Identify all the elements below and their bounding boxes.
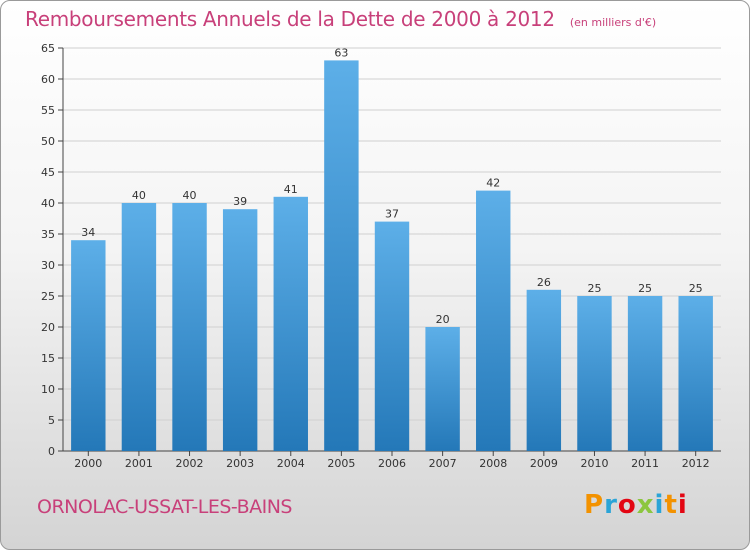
bar — [425, 327, 460, 451]
chart-title: Remboursements Annuels de la Dette de 20… — [25, 7, 555, 31]
bar-value-label: 25 — [689, 282, 703, 295]
x-tick-label: 2003 — [226, 457, 254, 470]
bar — [71, 240, 106, 451]
y-tick-label: 30 — [41, 259, 55, 272]
y-tick-label: 5 — [48, 414, 55, 427]
bar-value-label: 37 — [385, 208, 399, 221]
title-row: Remboursements Annuels de la Dette de 20… — [25, 7, 656, 31]
bar-value-label: 41 — [284, 183, 298, 196]
logo-letter: P — [584, 490, 605, 520]
y-tick-label: 65 — [41, 42, 55, 55]
y-tick-label: 15 — [41, 352, 55, 365]
logo-letter: t — [664, 490, 678, 520]
bar-value-label: 26 — [537, 276, 551, 289]
bar-value-label: 63 — [334, 46, 348, 59]
bar — [678, 296, 713, 451]
logo-letter: x — [636, 490, 655, 520]
commune-name: ORNOLAC-USSAT-LES-BAINS — [37, 496, 293, 518]
bar-value-label: 25 — [638, 282, 652, 295]
x-tick-label: 2010 — [580, 457, 608, 470]
x-tick-label: 2011 — [631, 457, 659, 470]
x-tick-label: 2006 — [378, 457, 406, 470]
bar-value-label: 34 — [81, 226, 95, 239]
bar — [577, 296, 612, 451]
bar-value-label: 25 — [587, 282, 601, 295]
x-tick-label: 2012 — [682, 457, 710, 470]
y-tick-label: 45 — [41, 166, 55, 179]
x-tick-label: 2008 — [479, 457, 507, 470]
x-tick-label: 2005 — [327, 457, 355, 470]
labels: 0 5 10 15 20 25 30 35 40 45 50 55 60 65 34 2000 40 2001 40… — [41, 42, 710, 470]
bar-value-label: 40 — [183, 189, 197, 202]
logo-letter: r — [604, 490, 618, 520]
y-tick-label: 60 — [41, 73, 55, 86]
bar-value-label: 42 — [486, 177, 500, 190]
logo-letter: i — [654, 490, 665, 520]
x-tick-label: 2009 — [530, 457, 558, 470]
bar — [374, 221, 410, 451]
bar — [273, 196, 308, 451]
chart-subtitle: (en milliers d'€) — [569, 16, 657, 29]
bar — [627, 296, 663, 451]
bars — [71, 60, 713, 452]
y-tick-label: 50 — [41, 135, 55, 148]
bar-value-label: 39 — [233, 195, 247, 208]
x-tick-label: 2007 — [429, 457, 457, 470]
bar — [324, 60, 359, 452]
bar — [121, 203, 157, 451]
y-tick-label: 0 — [48, 445, 55, 458]
y-tick-label: 55 — [41, 104, 55, 117]
bar — [476, 190, 511, 451]
bar — [222, 209, 258, 451]
logo-letter: o — [617, 490, 637, 520]
x-tick-label: 2001 — [125, 457, 153, 470]
y-tick-label: 20 — [41, 321, 55, 334]
bar-value-label: 40 — [132, 189, 146, 202]
bar — [172, 203, 207, 451]
x-tick-label: 2004 — [277, 457, 305, 470]
y-tick-label: 10 — [41, 383, 55, 396]
x-tick-label: 2002 — [176, 457, 204, 470]
y-tick-label: 35 — [41, 228, 55, 241]
y-tick-label: 25 — [41, 290, 55, 303]
bar — [526, 289, 562, 451]
x-tick-label: 2000 — [74, 457, 102, 470]
proxiti-logo[interactable]: Proxiti — [584, 490, 688, 520]
bar-value-label: 20 — [436, 313, 450, 326]
y-tick-label: 40 — [41, 197, 55, 210]
logo-letter: i — [677, 490, 688, 520]
